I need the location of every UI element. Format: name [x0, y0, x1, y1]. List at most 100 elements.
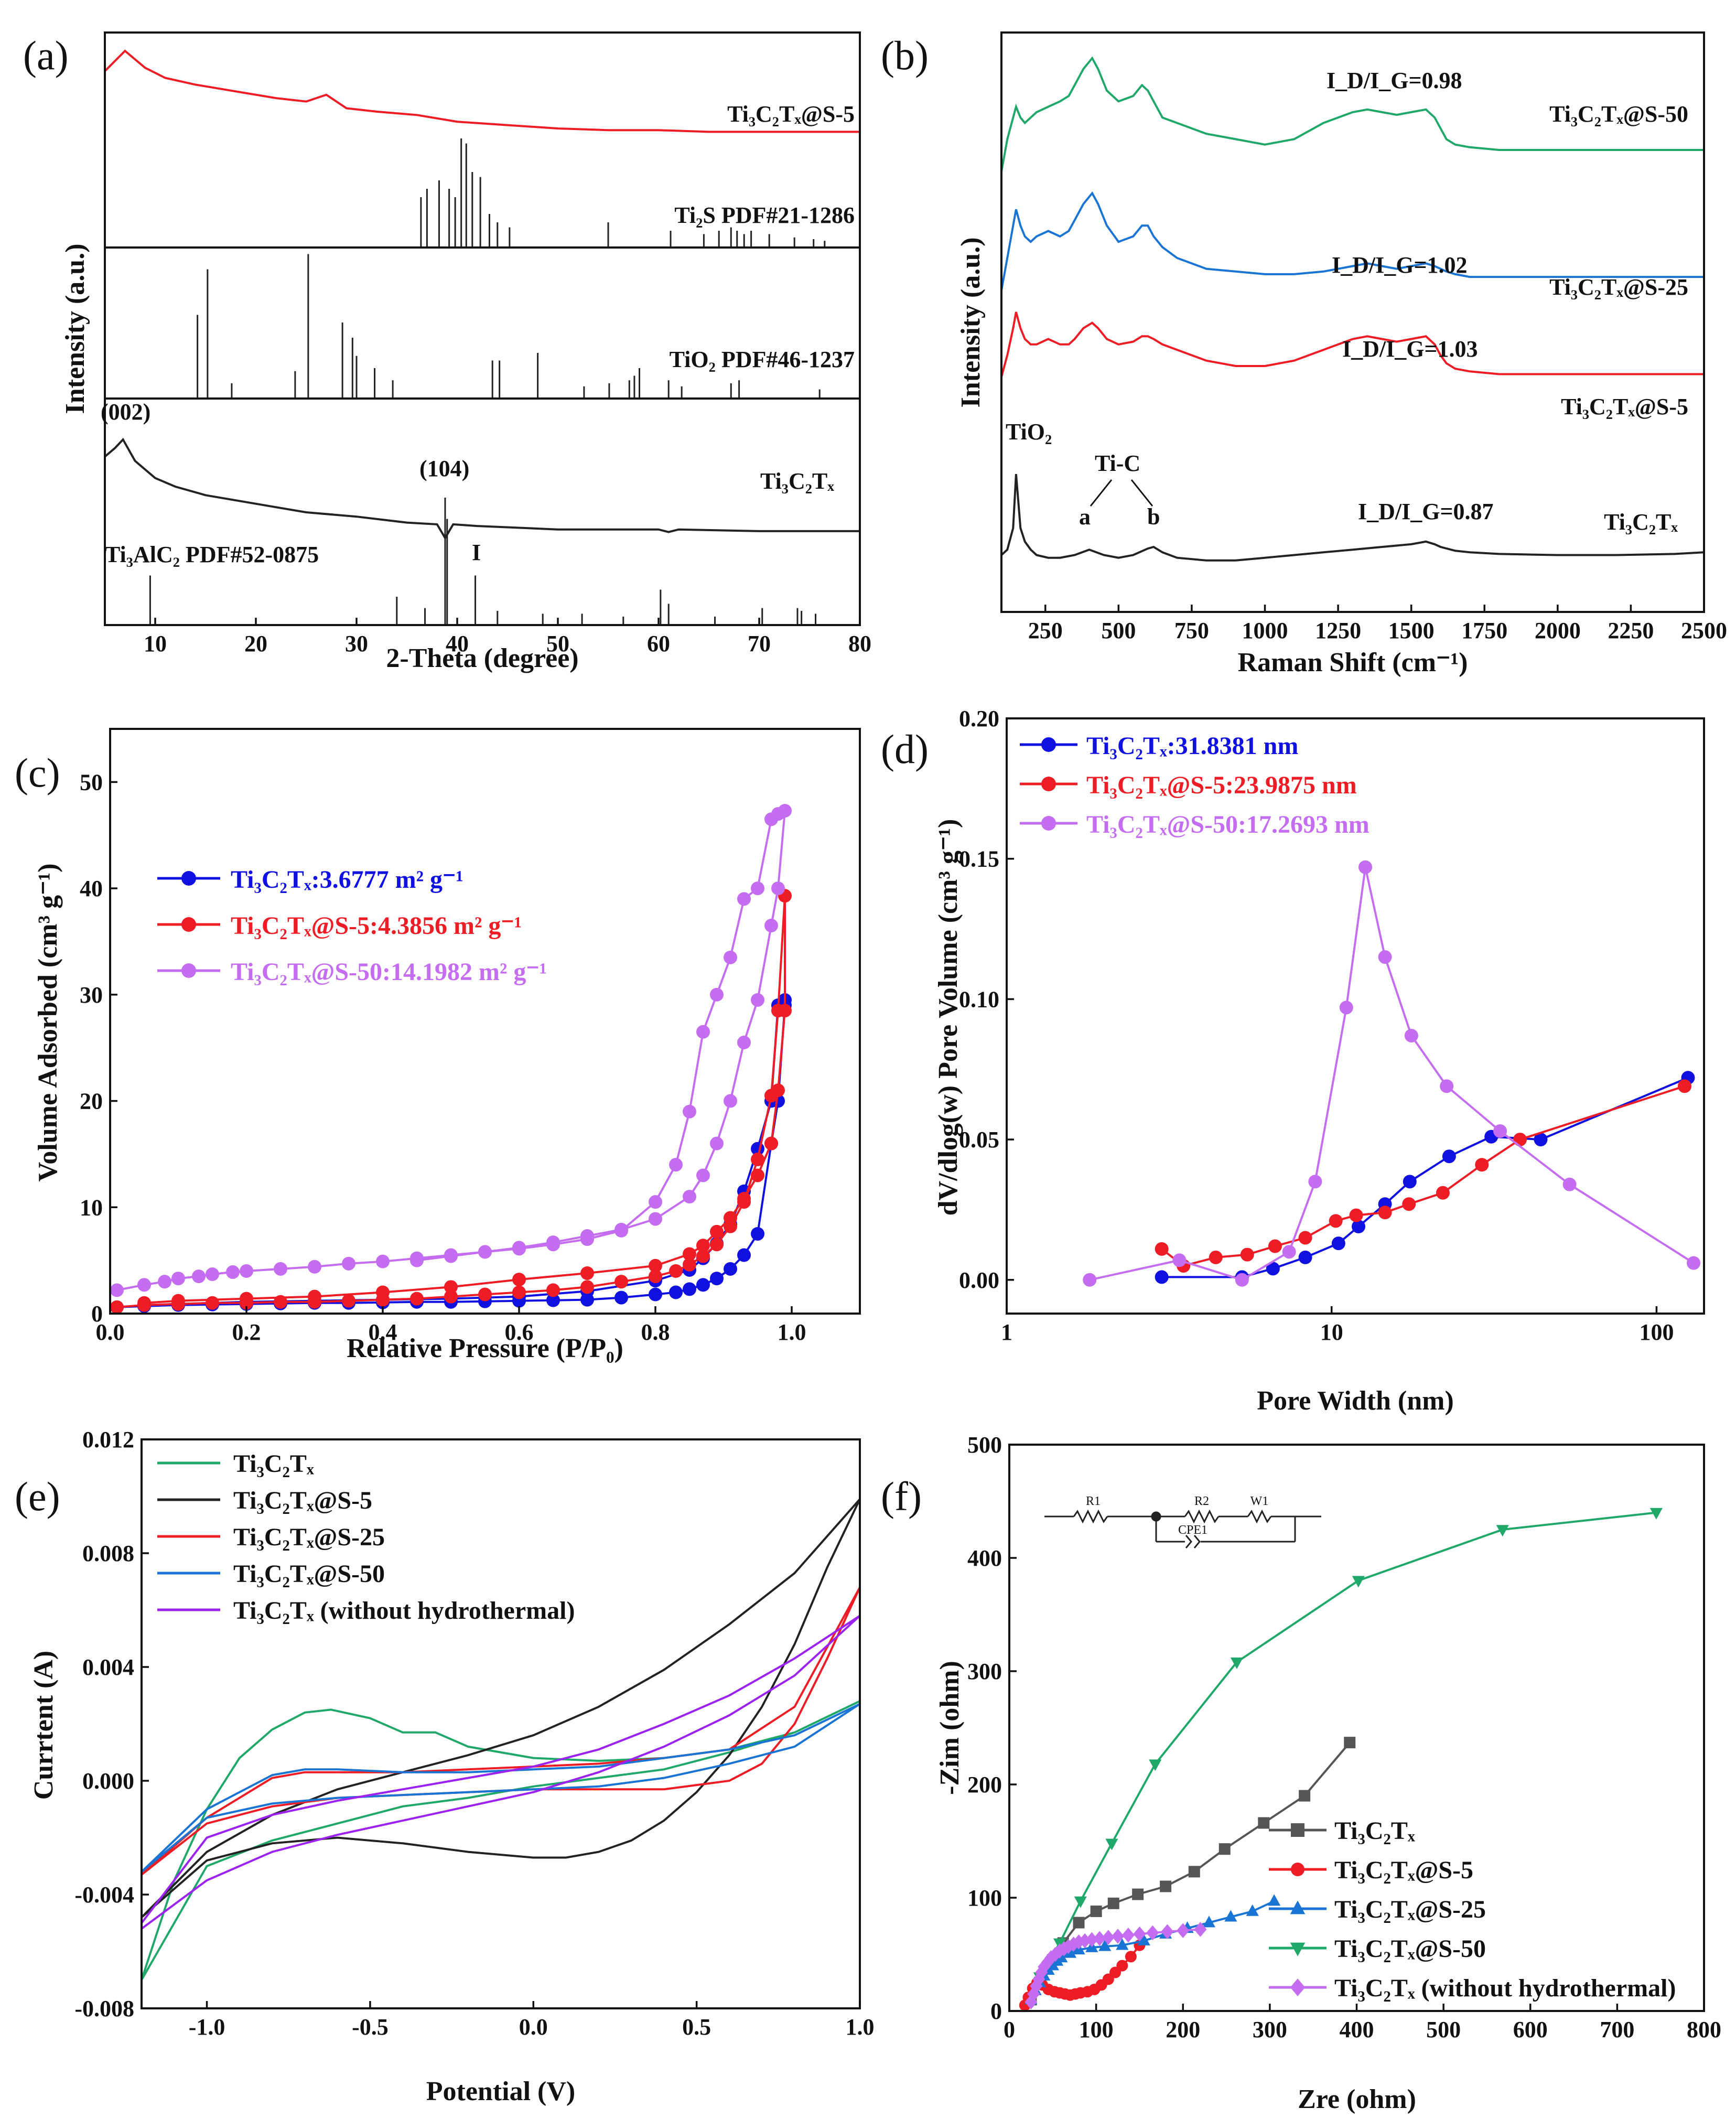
- data-point-ti3c2tx-s-50: [1230, 1657, 1244, 1669]
- x-tick-label: 1750: [1461, 618, 1507, 643]
- data-point-ti3c2tx-s-5: [1155, 1242, 1169, 1256]
- data-point-ti3c2tx-s-50: [478, 1245, 492, 1259]
- data-point-ti3c2tx-s-5: [737, 1192, 751, 1206]
- legend-marker-ti3c2tx-s-5: [1291, 1863, 1304, 1876]
- y-tick-label: 0.012: [82, 1427, 134, 1453]
- y-axis-label: -Zim (ohm): [935, 1661, 965, 1795]
- data-point-ti3c2tx-s-50: [226, 1265, 240, 1279]
- data-point-ti3c2tx-without-hydrothermal: [1146, 1925, 1159, 1941]
- data-point-ti3c2tx-without-hydrothermal: [1027, 1986, 1040, 2002]
- data-point-ti3c2tx-s-25: [1063, 1946, 1077, 1958]
- data-point-ti3c2tx-s-50: [158, 1275, 171, 1289]
- pore-plot: [1083, 860, 1701, 1287]
- y-tick-label: 50: [80, 769, 103, 795]
- peak-a-label: a: [1079, 504, 1091, 530]
- y-tick-label: 100: [967, 1885, 1002, 1911]
- data-point-ti3c2tx-s-50: [696, 1168, 710, 1182]
- data-point-ti3c2tx-s-25: [1224, 1910, 1237, 1922]
- data-point-ti3c2tx: [1155, 1270, 1169, 1284]
- x-tick-label: 500: [1101, 618, 1136, 643]
- y-tick-label: 200: [967, 1772, 1002, 1798]
- data-point-ti3c2tx-s-50: [206, 1267, 219, 1281]
- axis-ticks: 0.0 0.2 0.4 0.6 0.8 1.0 0 10 20 30 40 50: [80, 769, 806, 1345]
- data-point-ti3c2tx-s-5: [1298, 1231, 1312, 1245]
- data-point-ti3c2tx-without-hydrothermal: [1025, 1994, 1038, 2010]
- data-point-ti3c2tx-s-5: [683, 1247, 696, 1261]
- data-point-ti3c2tx-s-5: [308, 1289, 321, 1304]
- y-axis-label: Intensity (a.u.): [60, 243, 90, 414]
- x-axis-label: Raman Shift (cm⁻¹): [1238, 648, 1468, 677]
- series-label-ti3c2tx: Ti₃C₂Tₓ: [760, 468, 834, 494]
- data-point-ti3c2tx: [1219, 1843, 1231, 1855]
- xrd-plot: [104, 49, 860, 625]
- data-point-ti3c2tx-s-50: [751, 881, 764, 896]
- x-tick-label: 0: [1004, 2017, 1015, 2042]
- data-point-ti3c2tx-s-5: [342, 1294, 355, 1308]
- x-tick-label: 1000: [1242, 618, 1288, 643]
- legend: Ti₃C₂Tₓ Ti₃C₂Tₓ@S-5 Ti₃C₂Tₓ@S-25 Ti₃C₂Tₓ@S-…: [1269, 1817, 1676, 2002]
- series-line-ti3c2tx-s-50: [141, 1703, 861, 1873]
- x-tick-label: 800: [1687, 2017, 1721, 2042]
- series-line-ti3c2tx-s-5: [1000, 311, 1704, 378]
- legend-label-ti3c2tx-s-5: Ti₃C₂Tₓ@S-5:4.3856 m² g⁻¹: [231, 912, 522, 940]
- data-point-ti3c2tx: [1298, 1250, 1312, 1264]
- legend-label-ti3c2tx: Ti₃C₂Tₓ: [1334, 1817, 1415, 1845]
- y-tick-label: 0: [990, 1998, 1002, 2024]
- data-point-ti3c2tx-s-50: [376, 1254, 390, 1268]
- data-point-ti3c2tx-s-50: [1083, 1273, 1097, 1287]
- legend-label-ti3c2tx: Ti₃C₂Tₓ:31.8381 nm: [1086, 732, 1298, 760]
- data-point-ti3c2tx-s-5: [274, 1295, 287, 1309]
- data-point-ti3c2tx-s-50: [724, 950, 737, 964]
- data-point-ti3c2tx-s-50: [649, 1195, 662, 1209]
- x-tick-label: 2250: [1608, 618, 1654, 643]
- data-point-ti3c2tx-s-50: [546, 1235, 560, 1250]
- y-tick-label: 0.000: [82, 1768, 134, 1794]
- data-point-ti3c2tx-s-5: [1378, 1206, 1392, 1220]
- data-point-ti3c2tx-s-50: [444, 1249, 458, 1263]
- ti-c-arrow-b: [1130, 479, 1153, 507]
- panel-a: 10 20 30 40 50 60 70 80 (a) 2-Theta (degree) In…: [23, 31, 871, 673]
- data-point-ti3c2tx-s-25: [1202, 1916, 1216, 1928]
- x-tick-label: 200: [1166, 2017, 1200, 2042]
- axis-ticks: 0 100 200 300 400 500 600 700 800 0 100 200 300 400 50…: [967, 1432, 1721, 2042]
- series-line-ti3c2tx-s-5: [104, 49, 860, 133]
- data-point-ti3c2tx-s-50: [1308, 1175, 1322, 1189]
- data-point-ti3c2tx: [1344, 1737, 1356, 1749]
- x-tick-label: 0.8: [641, 1319, 670, 1345]
- data-point-ti3c2tx-s-50: [751, 993, 764, 1007]
- legend: Ti₃C₂Tₓ Ti₃C₂Tₓ@S-5 Ti₃C₂Tₓ@S-25 Ti₃C₂Tₓ@S-…: [157, 1450, 575, 1625]
- legend-label-ti3c2tx-s-50: Ti₃C₂Tₓ@S-50: [233, 1560, 385, 1588]
- data-point-ti3c2tx-s-50: [737, 1036, 751, 1050]
- data-point-ti3c2tx-s-50: [614, 1222, 628, 1236]
- data-point-ti3c2tx-s-5: [649, 1270, 662, 1284]
- x-tick-label: 1: [1001, 1319, 1012, 1345]
- data-point-ti3c2tx-s-5: [751, 1168, 764, 1182]
- x-tick-label: 250: [1028, 618, 1063, 643]
- series-line-ti3c2tx-s-5: [141, 1498, 861, 1918]
- data-point-ti3c2tx-without-hydrothermal: [1078, 1933, 1092, 1949]
- data-point-ti3c2tx-s-50: [1358, 860, 1373, 874]
- data-point-ti3c2tx: [669, 1285, 683, 1299]
- data-point-ti3c2tx-s-5: [110, 1300, 124, 1314]
- series-line-ti3c2tx-s-25: [1000, 191, 1704, 291]
- data-point-ti3c2tx-s-50: [737, 892, 751, 906]
- data-point-ti3c2tx-s-25: [1137, 1933, 1150, 1945]
- data-point-ti3c2tx: [1073, 1917, 1085, 1929]
- data-point-ti3c2tx-s-25: [1116, 1938, 1129, 1950]
- data-point-ti3c2tx: [649, 1287, 662, 1301]
- x-tick-label: 100: [1639, 1319, 1674, 1345]
- data-point-ti3c2tx: [1534, 1133, 1548, 1147]
- data-point-ti3c2tx-s-5: [1402, 1197, 1416, 1211]
- ratio-s50: I_D/I_G=0.98: [1327, 68, 1462, 93]
- data-point-ti3c2tx: [1258, 1817, 1270, 1829]
- data-point-ti3c2tx: [1403, 1175, 1417, 1189]
- panel-label: (d): [881, 726, 929, 772]
- data-point-ti3c2tx-s-5: [669, 1264, 683, 1278]
- legend-label-ti3c2tx-s-50: Ti₃C₂Tₓ@S-50:14.1982 m² g⁻¹: [231, 958, 547, 986]
- data-point-ti3c2tx-s-5: [614, 1275, 628, 1289]
- data-point-ti3c2tx-s-5: [710, 1238, 724, 1252]
- data-point-ti3c2tx-s-50: [342, 1256, 355, 1271]
- data-point-ti3c2tx: [1160, 1880, 1172, 1892]
- panel-label: (c): [15, 750, 60, 795]
